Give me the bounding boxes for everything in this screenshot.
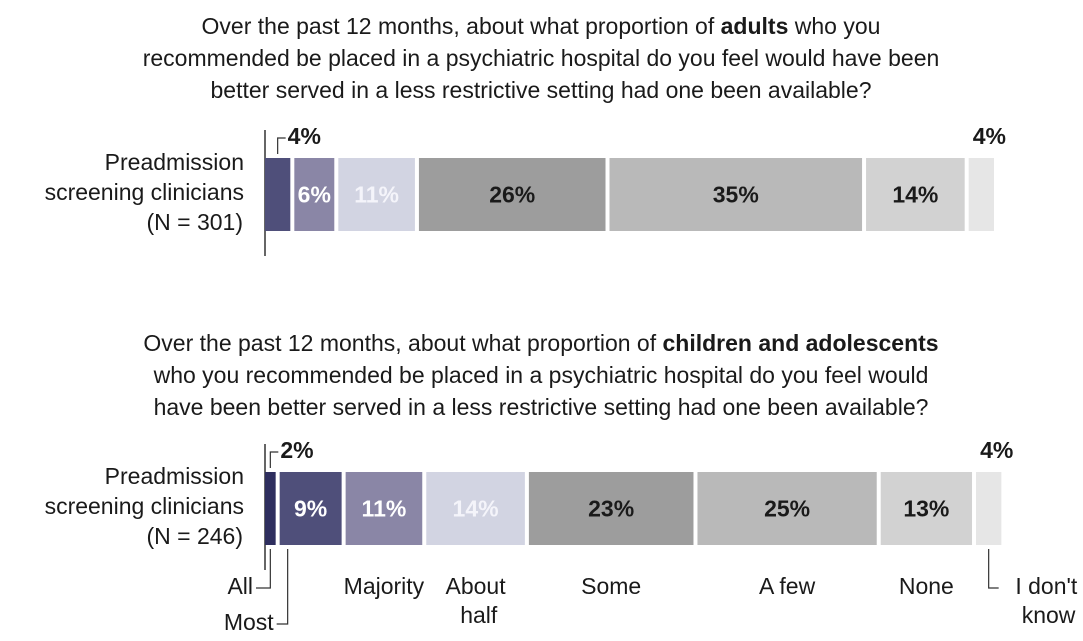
- value-label: 2%: [280, 437, 313, 463]
- value-label: 25%: [764, 496, 810, 522]
- value-label: 14%: [892, 182, 938, 208]
- bar-segment: [609, 158, 863, 231]
- title-run: Over the past 12 months, about what prop…: [202, 13, 721, 39]
- bar-segment: [294, 158, 335, 231]
- category-label: Some: [581, 573, 641, 599]
- value-label: 14%: [453, 496, 499, 522]
- title-run: who you recommended be placed in a psych…: [153, 362, 929, 388]
- chart-title-line: better served in a less restrictive sett…: [210, 77, 871, 103]
- category-label-line: I don't: [1015, 573, 1078, 599]
- category-label-line: half: [454, 602, 498, 628]
- chart-title-line: Over the past 12 months, about what prop…: [202, 13, 881, 39]
- bar-segment: [697, 472, 877, 545]
- bar-segment: [338, 158, 415, 231]
- row-label: Preadmission: [105, 463, 244, 489]
- value-label: 9%: [294, 496, 327, 522]
- category-label-line: About: [446, 573, 507, 599]
- category-label-line: All: [227, 573, 253, 599]
- value-label: 11%: [354, 182, 399, 208]
- value-label: 26%: [489, 182, 535, 208]
- row-label: (N = 246): [146, 523, 243, 549]
- title-run: recommended be placed in a psychiatric h…: [143, 45, 940, 71]
- title-run: have been better served in a less restri…: [154, 394, 929, 420]
- value-label: 23%: [588, 496, 634, 522]
- category-label: Most: [224, 609, 274, 635]
- category-label: I don't know: [1015, 573, 1078, 628]
- bar-segment: [866, 158, 965, 231]
- category-label-line: A few: [759, 573, 816, 599]
- category-label: None: [899, 573, 954, 599]
- category-label-line: None: [899, 573, 954, 599]
- bar-segment: [880, 472, 973, 545]
- category-label: About half: [446, 573, 507, 628]
- label-hook: [988, 549, 999, 589]
- category-label-line: know: [1015, 602, 1075, 628]
- chart-title-line: who you recommended be placed in a psych…: [153, 362, 929, 388]
- row-label: (N = 301): [146, 209, 243, 235]
- row-label: screening clinicians: [45, 179, 244, 205]
- value-label: 4%: [980, 437, 1013, 463]
- value-label: 35%: [713, 182, 759, 208]
- bar-segment: [265, 158, 291, 231]
- value-label: 13%: [903, 496, 949, 522]
- row-label: screening clinicians: [45, 493, 244, 519]
- bar-segment: [528, 472, 694, 545]
- title-run: children and adolescents: [663, 330, 939, 356]
- bar-segment: [265, 472, 276, 545]
- label-hook: [276, 549, 289, 625]
- bar-segment: [426, 472, 525, 545]
- chart-title-line: Over the past 12 months, about what prop…: [143, 330, 938, 356]
- category-label: A few: [759, 573, 816, 599]
- bar-segment: [976, 472, 1002, 545]
- row-label: Preadmission: [105, 149, 244, 175]
- bar-segment: [968, 158, 994, 231]
- bar-segment: [345, 472, 423, 545]
- value-label: 6%: [298, 182, 331, 208]
- chart-title-line: have been better served in a less restri…: [154, 394, 929, 420]
- chart-title-line: recommended be placed in a psychiatric h…: [143, 45, 940, 71]
- category-label: All: [227, 573, 253, 599]
- category-label: Majority: [344, 573, 425, 599]
- value-label: 4%: [973, 123, 1006, 149]
- bar-segment: [418, 158, 606, 231]
- label-hook: [256, 549, 271, 589]
- title-run: who you: [788, 13, 880, 39]
- title-run: adults: [721, 13, 789, 39]
- bar-segment: [279, 472, 342, 545]
- title-run: better served in a less restrictive sett…: [210, 77, 871, 103]
- label-bracket: [269, 451, 279, 468]
- category-label-line: Some: [581, 573, 641, 599]
- category-label-line: Majority: [344, 573, 425, 599]
- value-label: 11%: [362, 496, 407, 522]
- category-label-line: Most: [224, 609, 274, 635]
- label-bracket: [277, 137, 286, 154]
- value-label: 4%: [288, 123, 321, 149]
- title-run: Over the past 12 months, about what prop…: [143, 330, 662, 356]
